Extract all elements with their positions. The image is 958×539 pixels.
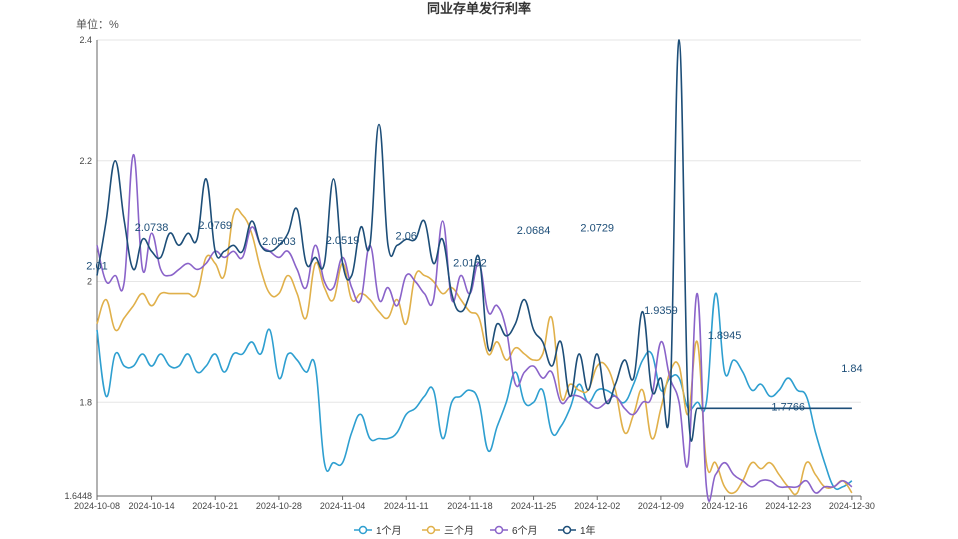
x-tick-label: 2024-11-11 [384,501,429,511]
data-label: 2.0729 [580,223,614,235]
data-label: 2.0152 [453,257,487,269]
legend-item[interactable]: 1个月 [354,525,402,537]
legend-marker [494,525,504,535]
x-tick-label: 2024-12-09 [638,501,684,511]
x-tick-label: 2024-11-25 [511,501,556,511]
x-tick-label: 2024-10-21 [192,501,238,511]
y-tick-label: 2 [87,277,92,287]
series-line [96,292,853,491]
legend-label: 1个月 [376,525,402,537]
legend-marker [562,525,572,535]
data-label: 1.9359 [644,305,678,317]
legend-marker [426,525,436,535]
legend-label: 6个月 [512,525,538,537]
data-label: 1.8945 [708,330,742,342]
data-label: 2.0769 [198,220,232,232]
legend-label: 三个月 [444,525,474,537]
annotations: 2.01 2.0738 2.0769 2.0503 2.0519 2.06 2.0152 2.… [86,220,862,413]
y-tick-label: 1.6448 [64,491,92,501]
data-label: 2.06 [396,230,417,242]
x-tick-label: 2024-12-02 [574,501,620,511]
series-lines [96,39,853,502]
series-line [96,39,852,442]
data-label: 2.01 [86,260,107,272]
unit-label: 单位：% [76,17,119,31]
data-label: 1.7766 [771,401,805,413]
x-tick-label: 2024-11-04 [320,501,365,511]
x-tick-label: 2024-12-30 [829,501,875,511]
legend[interactable]: 1个月 三个月 6个月 1年 [354,524,596,537]
legend-label: 1年 [580,524,596,537]
legend-item[interactable]: 1年 [558,524,596,537]
y-tick-label: 1.8 [79,397,92,407]
x-tick-label: 2024-12-23 [765,501,811,511]
series-line [96,153,853,502]
x-tick-label: 2024-12-16 [702,501,748,511]
legend-item[interactable]: 三个月 [422,525,474,537]
x-tick-label: 2024-10-14 [129,501,175,511]
chart-title: 同业存单发行利率 [427,1,531,16]
x-tick-label: 2024-10-28 [256,501,302,511]
legend-item[interactable]: 6个月 [490,525,538,537]
legend-marker [358,525,368,535]
y-tick-label: 2.4 [79,35,92,45]
series-line [96,208,853,496]
data-label: 2.0684 [517,225,551,237]
x-tick-label: 2024-11-18 [447,501,492,511]
data-label: 2.0503 [262,236,296,248]
y-tick-label: 2.2 [79,156,92,166]
data-label: 1.84 [841,363,862,375]
x-tick-label: 2024-10-08 [74,501,120,511]
data-label: 2.0519 [326,235,360,247]
data-label: 2.0738 [135,222,169,234]
